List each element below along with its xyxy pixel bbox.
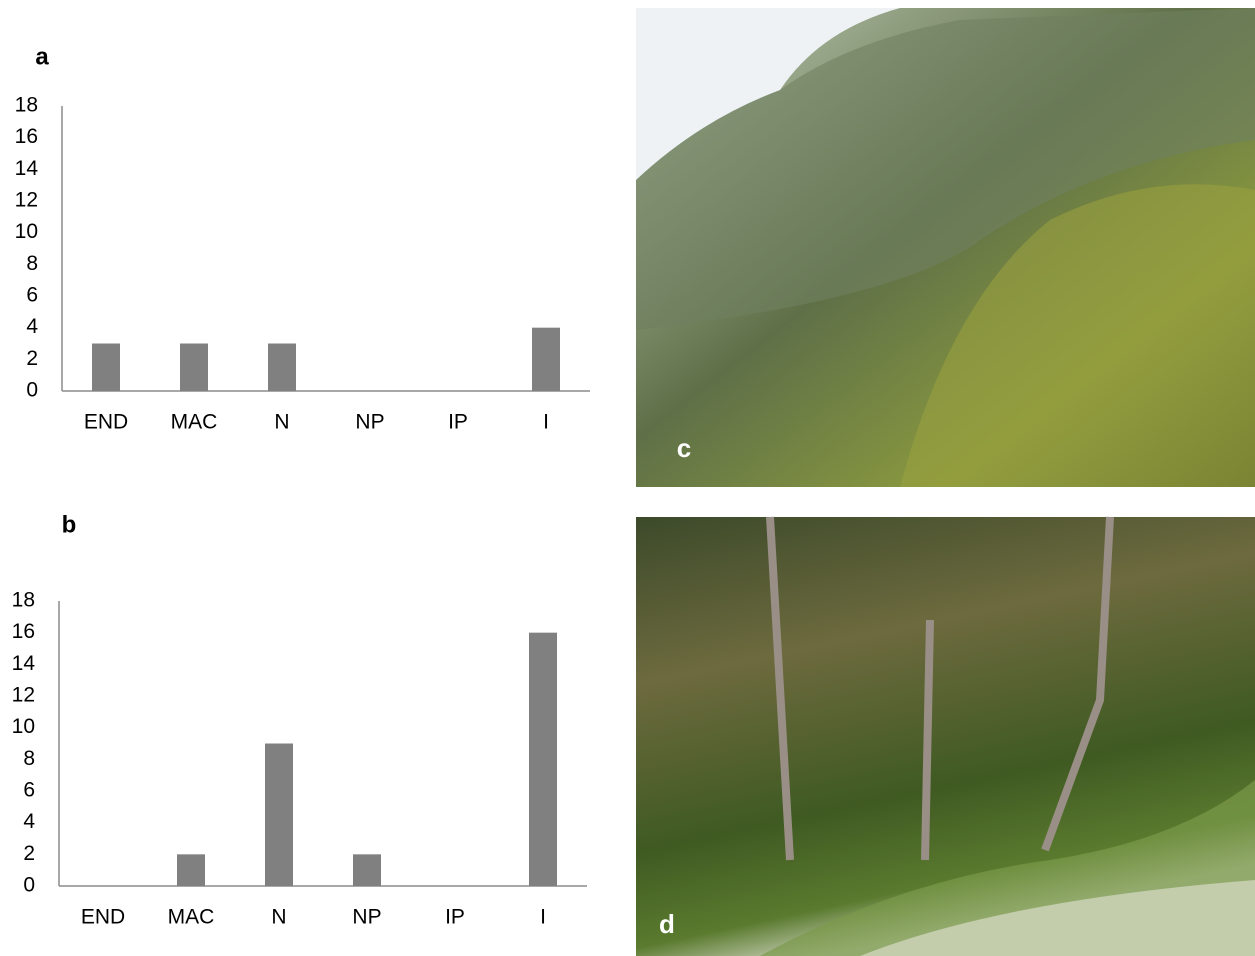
bar [353,854,381,886]
photo-label: c [677,433,691,463]
x-tick-label: MAC [171,411,218,434]
y-tick-label: 6 [23,779,35,802]
bar [177,854,205,886]
y-tick-label: 16 [12,620,35,643]
y-tick-label: 4 [23,810,35,833]
y-tick-label: 16 [15,125,38,148]
y-tick-label: 0 [26,379,38,402]
y-tick-label: 6 [26,284,38,307]
bar [529,633,557,886]
x-tick-label: N [274,411,289,434]
y-tick-label: 12 [15,189,38,212]
bar [532,328,560,391]
bar [265,744,293,887]
x-tick-label: NP [355,411,384,434]
x-tick-label: IP [445,906,465,929]
y-tick-label: 2 [26,347,38,370]
x-tick-label: NP [352,906,381,929]
y-tick-label: 2 [23,842,35,865]
y-tick-label: 8 [26,252,38,275]
y-tick-label: 14 [12,652,36,675]
photo-c [636,8,1255,487]
bar [92,344,120,392]
y-tick-label: 0 [23,874,35,897]
y-tick-label: 4 [26,315,38,338]
photo-d [636,517,1255,956]
x-tick-label: IP [448,411,468,434]
bar [268,344,296,392]
y-tick-label: 18 [12,589,35,612]
y-tick-label: 10 [12,715,35,738]
y-tick-label: 14 [15,157,39,180]
y-tick-label: 12 [12,684,35,707]
x-tick-label: N [271,906,286,929]
photo-label: d [659,909,675,939]
x-tick-label: END [81,906,125,929]
chart-title: a [35,43,49,70]
bar [180,344,208,392]
chart-title: b [62,511,77,538]
y-tick-label: 18 [15,94,38,117]
x-tick-label: END [84,411,128,434]
x-tick-label: I [540,906,546,929]
x-tick-label: I [543,411,549,434]
x-tick-label: MAC [168,906,215,929]
figure: a 0 2 4 6 8 10 12 14 16 18 END MAC N NP IP Ib 0 2 4 6 8 10 12 14… [0,0,1255,956]
y-tick-label: 10 [15,220,38,243]
y-tick-label: 8 [23,747,35,770]
